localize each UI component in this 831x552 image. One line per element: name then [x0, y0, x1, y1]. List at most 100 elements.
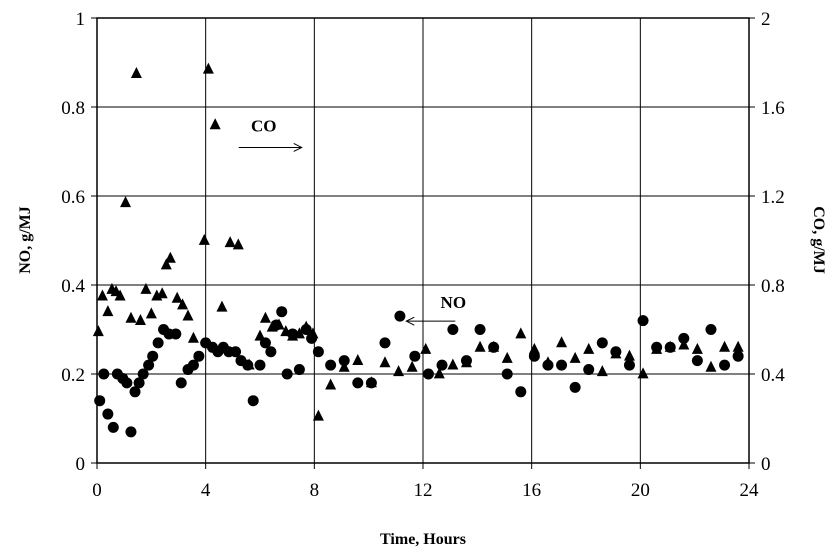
y-tick-label-left: 0.6 [61, 187, 85, 208]
x-tick-label: 24 [740, 480, 760, 501]
co-data-point [102, 305, 114, 317]
y-axis-title-right: CO, g/MJ [810, 206, 827, 274]
co-data-point [293, 327, 305, 339]
co-data-point [187, 331, 199, 343]
co-data-point [515, 327, 527, 339]
co-data-point [393, 365, 405, 377]
co-data-point [447, 358, 459, 370]
co-data-point [209, 118, 221, 130]
no-data-point [254, 359, 266, 371]
no-annotation-arrowhead [405, 316, 415, 326]
no-data-point [312, 346, 324, 358]
co-data-point [623, 349, 635, 361]
no-data-point [556, 359, 568, 371]
co-data-point [325, 378, 337, 390]
no-data-point [102, 408, 114, 420]
data-marks [92, 62, 744, 438]
co-data-point [556, 336, 568, 348]
co-data-point [420, 342, 432, 354]
co-data-point [460, 356, 472, 368]
co-data-point [280, 325, 292, 337]
annotations: CO NO [238, 116, 467, 326]
co-data-point [202, 62, 214, 74]
co-data-point [664, 340, 676, 352]
co-data-point [243, 358, 255, 370]
co-data-point [352, 354, 364, 366]
y-tick-label-right: 0.8 [761, 276, 785, 297]
co-annotation-label: CO [251, 116, 277, 135]
x-tick-label: 12 [414, 480, 433, 501]
co-data-point [259, 311, 271, 323]
no-data-point [265, 346, 277, 358]
no-data-point [129, 386, 141, 398]
y-tick-label-right: 1.6 [761, 98, 785, 119]
co-data-point [678, 338, 690, 350]
no-data-point [143, 359, 155, 371]
no-data-point [637, 315, 649, 327]
co-data-point [254, 329, 266, 341]
no-data-point [705, 324, 717, 335]
co-data-point [140, 282, 152, 294]
co-data-point [637, 367, 649, 379]
y-tick-label-right: 0.4 [761, 365, 785, 386]
x-axis-title: Time, Hours [380, 531, 466, 548]
no-data-point [147, 350, 159, 362]
no-data-point [352, 377, 364, 389]
co-data-point [312, 409, 324, 421]
no-data-point [230, 346, 242, 358]
co-data-point [719, 340, 731, 352]
co-data-point [125, 311, 137, 323]
co-data-point [406, 360, 418, 372]
co-data-point [224, 236, 236, 248]
co-data-point [651, 342, 663, 354]
no-data-point [501, 368, 513, 380]
co-data-point [542, 356, 554, 368]
no-data-point [107, 421, 119, 433]
no-data-point [732, 350, 744, 362]
co-data-point [96, 289, 108, 301]
co-data-point [216, 300, 228, 312]
no-data-point [137, 368, 149, 380]
no-data-point [422, 368, 434, 380]
no-data-point [474, 324, 486, 335]
no-data-point [94, 395, 106, 407]
grid [97, 18, 749, 463]
co-data-point [232, 238, 244, 250]
co-data-point [130, 67, 142, 79]
y-tick-label-left: 0.8 [61, 98, 85, 119]
co-data-point [307, 327, 319, 339]
no-data-point [583, 364, 595, 376]
co-data-point [177, 298, 189, 310]
co-data-point [160, 258, 172, 270]
co-data-point [596, 365, 608, 377]
no-data-point [596, 337, 608, 349]
no-data-point [187, 359, 199, 371]
co-data-point [691, 342, 703, 354]
no-data-point [691, 355, 703, 367]
no-data-point [133, 377, 145, 389]
co-data-point [338, 360, 350, 372]
no-data-point [247, 395, 259, 407]
x-tick-label: 0 [92, 480, 102, 501]
no-data-point [409, 350, 421, 362]
y-tick-label-left: 0.4 [61, 276, 85, 297]
no-data-point [98, 368, 110, 380]
no-annotation-label: NO [441, 293, 467, 312]
co-data-point [120, 196, 132, 208]
no-data-point [125, 426, 137, 438]
no-data-point [121, 377, 133, 389]
no-data-point [719, 359, 731, 371]
co-data-point [198, 233, 210, 245]
no-data-point [170, 328, 182, 340]
co-data-point [379, 356, 391, 368]
co-data-point [501, 351, 513, 363]
co-data-point [705, 360, 717, 372]
no-data-point [193, 350, 205, 362]
x-tick-label: 20 [631, 480, 650, 501]
y-tick-label-right: 0 [761, 454, 771, 475]
co-annotation-arrowhead [293, 143, 303, 152]
no-data-point [394, 310, 406, 322]
co-data-point [433, 367, 445, 379]
